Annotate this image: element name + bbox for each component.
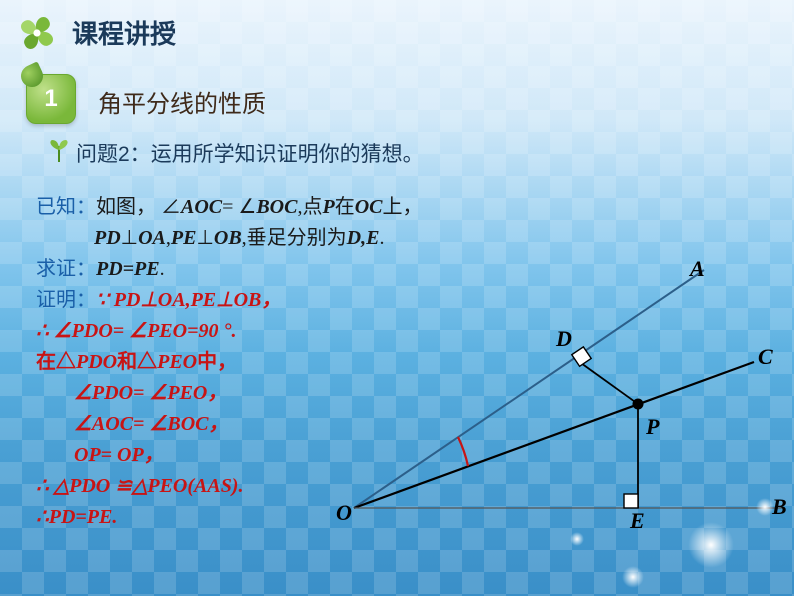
t: ⊥ xyxy=(196,227,213,249)
sparkle-icon xyxy=(688,522,734,568)
prove-line: 求证：PD=PE. xyxy=(36,254,556,285)
section-title: 角平分线的性质 xyxy=(98,84,266,119)
t: ⊥ xyxy=(121,227,138,249)
t: 如图， ∠ xyxy=(96,196,181,218)
question-line: 问题2：运用所学知识证明你的猜想。 xyxy=(76,138,424,168)
t: BOC xyxy=(256,196,297,218)
t: 上， xyxy=(382,196,422,218)
t: . xyxy=(160,258,165,280)
t: 在 xyxy=(335,196,355,218)
t: ,垂足分别为 xyxy=(242,227,347,249)
t: = ∠ xyxy=(222,196,256,218)
t: 中， xyxy=(197,351,237,373)
given-label: 已知： xyxy=(36,196,96,218)
t: OC xyxy=(355,196,383,218)
question-text: 运用所学知识证明你的猜想。 xyxy=(151,143,424,166)
t: P xyxy=(322,196,334,218)
given-line2: PD⊥OA,PE⊥OB,垂足分别为D,E. xyxy=(36,223,556,254)
sprout-icon xyxy=(46,138,72,164)
page-title: 课程讲授 xyxy=(72,14,176,51)
proof-line7: ∴ △PDO ≌△PEO(AAS). xyxy=(36,471,556,502)
t: PD xyxy=(94,227,121,249)
label-E: E xyxy=(630,508,645,534)
label-D: D xyxy=(556,326,572,352)
proof-line4: ∠PDO= ∠PEO， xyxy=(36,378,556,409)
question-label: 问题2： xyxy=(76,143,151,166)
proof-line1: 证明：∵ PD⊥OA,PE⊥OB， xyxy=(36,285,556,316)
t: PD=PE xyxy=(96,258,160,280)
t: D,E xyxy=(347,227,380,249)
label-A: A xyxy=(690,256,705,282)
t: ,点 xyxy=(297,196,322,218)
proof-label: 证明： xyxy=(36,289,96,311)
label-B: B xyxy=(772,494,787,520)
label-P: P xyxy=(646,414,659,440)
proof-line8: ∴PD=PE. xyxy=(36,502,556,533)
t: AOC xyxy=(181,196,222,218)
proof-line5: ∠AOC= ∠BOC， xyxy=(36,409,556,440)
proof-line3: 在△PDO和△PEO中， xyxy=(36,347,556,378)
sparkle-icon xyxy=(570,532,584,546)
t: PDO xyxy=(76,351,117,373)
prove-label: 求证： xyxy=(36,258,96,280)
sparkle-icon xyxy=(756,498,774,516)
given-line1: 已知：如图， ∠AOC= ∠BOC,点P在OC上， xyxy=(36,192,556,223)
section-number-badge: 1 xyxy=(26,74,76,124)
leaf-whirl-icon xyxy=(10,6,64,60)
t: PEO xyxy=(157,351,197,373)
t: PE xyxy=(171,227,197,249)
proof-line6: OP= OP， xyxy=(36,440,556,471)
t: ∵ PD⊥OA,PE⊥OB， xyxy=(96,289,281,311)
proof-line2: ∴ ∠PDO= ∠PEO=90 °. xyxy=(36,316,556,347)
t: 和△ xyxy=(117,351,157,373)
t: . xyxy=(379,227,384,249)
t: 在△ xyxy=(36,351,76,373)
label-C: C xyxy=(758,344,773,370)
t: OA xyxy=(138,227,166,249)
content-block: 已知：如图， ∠AOC= ∠BOC,点P在OC上， PD⊥OA,PE⊥OB,垂足… xyxy=(36,192,556,533)
t: OB xyxy=(214,227,242,249)
sparkle-icon xyxy=(622,566,644,588)
